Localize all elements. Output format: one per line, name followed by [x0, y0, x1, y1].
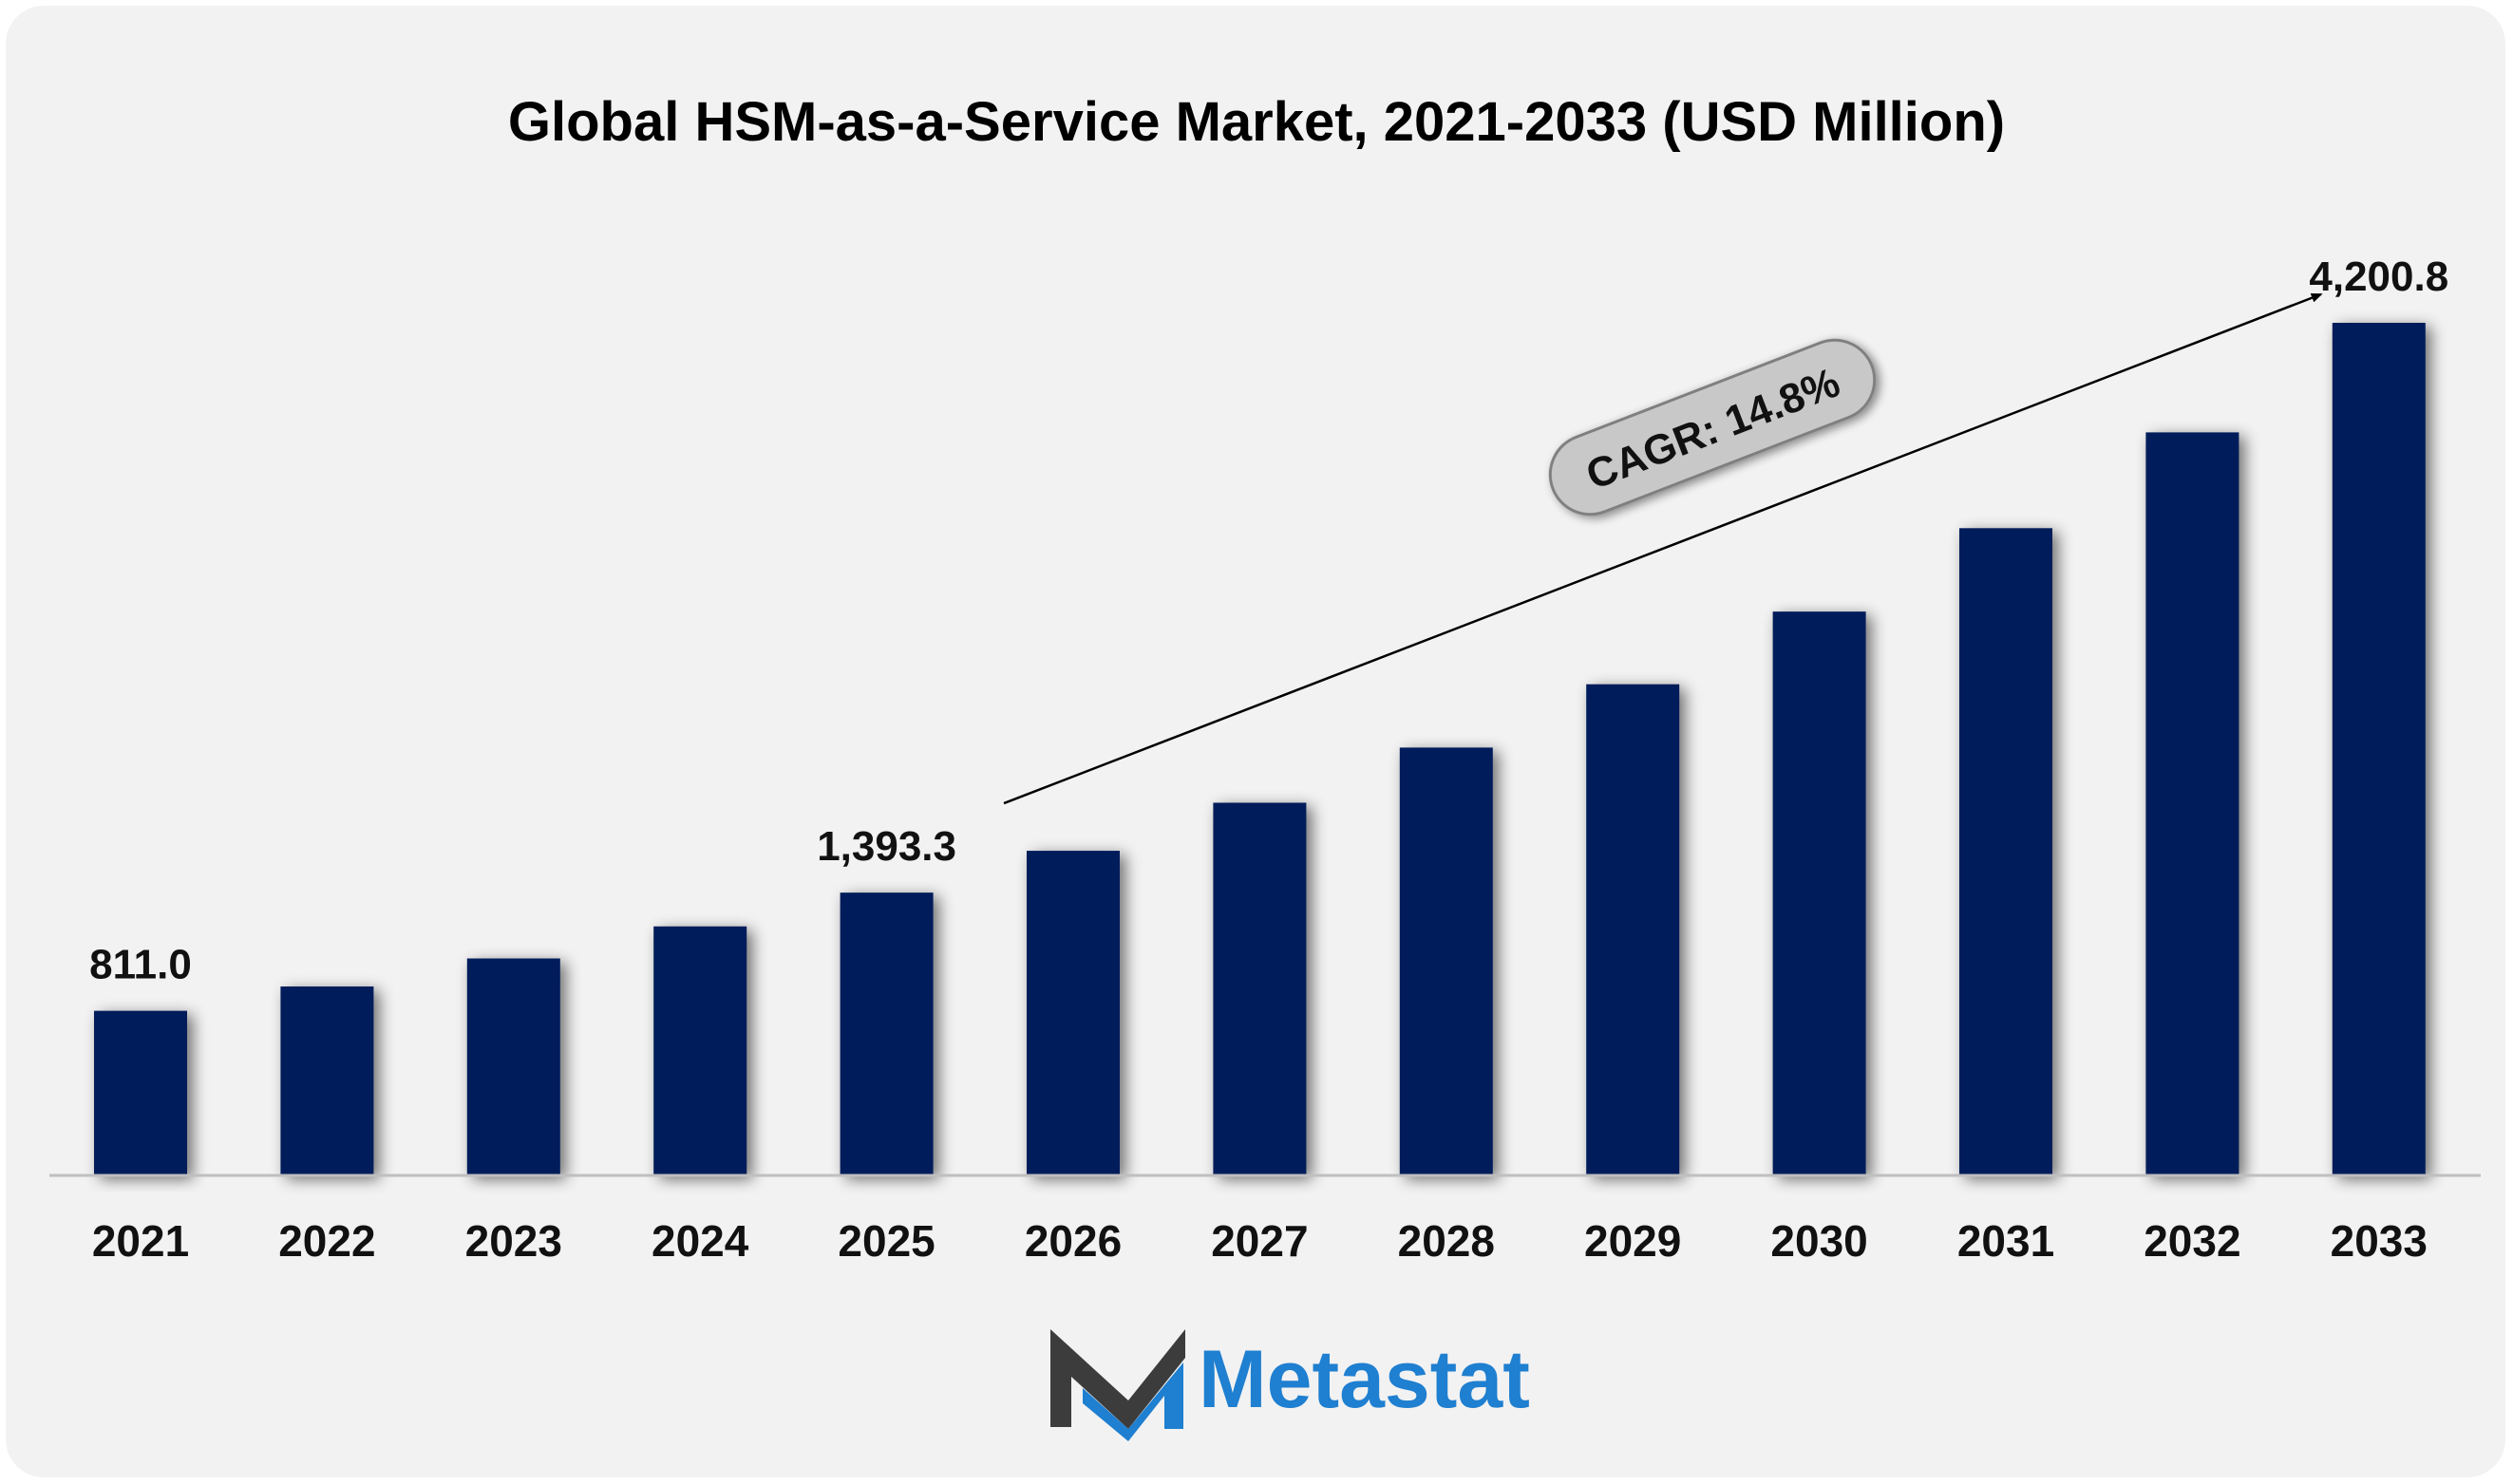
bar-2023: [466, 958, 560, 1175]
bar-2032: [2145, 432, 2239, 1175]
bars-group: [94, 323, 2426, 1175]
bar-2027: [1213, 802, 1307, 1175]
cagr-arrow: [1003, 292, 2323, 805]
bar-2025: [840, 892, 934, 1175]
x-tick-label-2021: 2021: [92, 1216, 189, 1266]
cagr-badge: CAGR: 14.8%: [1548, 338, 1877, 517]
chart-card: [6, 6, 2505, 1477]
x-tick-label-2030: 2030: [1770, 1216, 1867, 1266]
x-tick-label-2031: 2031: [1957, 1216, 2054, 1266]
data-label-2025: 1,393.3: [817, 823, 956, 870]
metastat-logo: Metastat: [1050, 1329, 1530, 1441]
x-tick-label-2027: 2027: [1211, 1216, 1308, 1266]
chart-title: Global HSM-as-a-Service Market, 2021-203…: [508, 91, 2005, 153]
data-label-2021: 811.0: [89, 942, 192, 988]
metastat-logo-text: Metastat: [1199, 1334, 1530, 1425]
x-tick-labels: 2021 2022 2023 2024 2025 2026 2027 2028 2029 2030…: [92, 1216, 2428, 1266]
bar-2029: [1586, 684, 1680, 1175]
bar-2033: [2332, 323, 2426, 1175]
bar-2022: [280, 986, 374, 1175]
x-tick-label-2025: 2025: [838, 1216, 935, 1266]
x-tick-label-2024: 2024: [652, 1216, 749, 1266]
x-tick-label-2033: 2033: [2331, 1216, 2428, 1266]
x-tick-label-2028: 2028: [1398, 1216, 1495, 1266]
bar-2024: [653, 926, 747, 1175]
metastat-logo-mark-icon: [1050, 1329, 1185, 1441]
bar-2021: [94, 1010, 187, 1175]
bar-2030: [1772, 611, 1866, 1175]
x-tick-label-2026: 2026: [1025, 1216, 1122, 1266]
data-label-2033: 4,200.8: [2309, 254, 2448, 300]
cagr-badge-shape: [1548, 338, 1877, 517]
x-tick-label-2023: 2023: [465, 1216, 562, 1266]
x-tick-label-2029: 2029: [1584, 1216, 1681, 1266]
bar-2026: [1027, 851, 1120, 1175]
x-tick-label-2022: 2022: [278, 1216, 375, 1266]
bar-2028: [1399, 747, 1493, 1175]
bar-2031: [1959, 528, 2052, 1175]
x-tick-label-2032: 2032: [2144, 1216, 2240, 1266]
data-labels: 811.0 1,393.3 4,200.8: [89, 254, 2448, 988]
